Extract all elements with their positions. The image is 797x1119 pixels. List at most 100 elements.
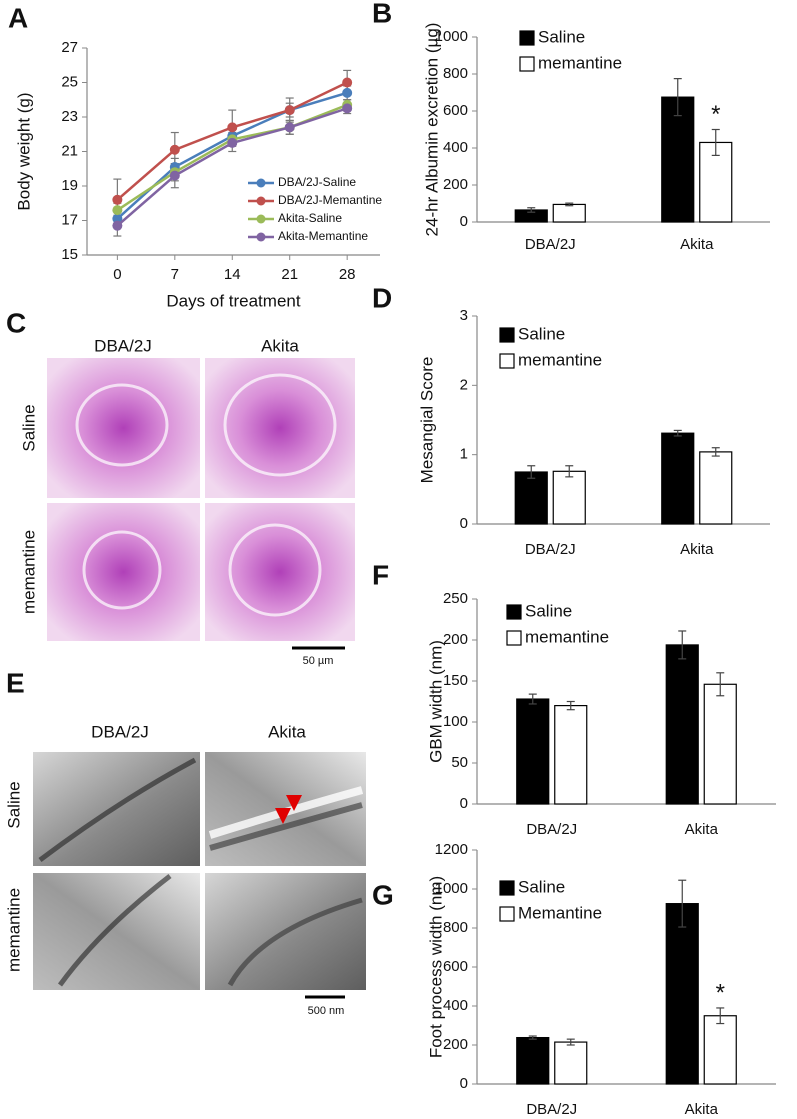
legend-swatch	[506, 630, 522, 646]
bar	[661, 432, 695, 525]
panel-letter: E	[6, 667, 25, 698]
y-tick-label: 800	[443, 65, 468, 82]
panel-letter: A	[8, 2, 28, 33]
x-tick-label: DBA/2J	[526, 821, 577, 838]
point	[342, 77, 353, 88]
y-tick-label: 250	[443, 590, 468, 607]
y-tick-label: 2	[460, 376, 468, 393]
x-tick-label: Akita	[680, 236, 714, 253]
x-tick-label: 14	[224, 266, 241, 283]
error-bar	[673, 429, 682, 437]
error-bar	[566, 1038, 575, 1046]
legend-label: Saline	[538, 27, 585, 46]
bar	[661, 96, 695, 223]
y-tick-label: 0	[460, 795, 468, 812]
error-bar	[716, 672, 725, 697]
bar	[516, 1036, 550, 1085]
y-axis-title: GBM width (nm)	[426, 640, 445, 763]
x-axis-title: Days of treatment	[166, 291, 300, 310]
bar	[699, 451, 733, 525]
em-image	[33, 873, 200, 990]
scale-bar-label: 50 µm	[303, 655, 334, 667]
y-axis-title: Mesangial Score	[417, 357, 436, 484]
error-bar	[566, 700, 575, 711]
point	[112, 213, 123, 224]
bar	[554, 704, 588, 805]
point	[342, 103, 353, 114]
x-tick-label: 7	[171, 266, 179, 283]
legend-marker	[256, 232, 266, 242]
error-bar	[673, 78, 682, 117]
x-tick-label: 21	[281, 266, 298, 283]
y-tick-label: 200	[443, 631, 468, 648]
y-tick-label: 150	[443, 672, 468, 689]
legend-swatch	[499, 353, 515, 369]
y-axis-title: 24-hr Albumin excretion (µg)	[422, 23, 441, 237]
y-tick-label: 600	[443, 958, 468, 975]
x-tick-label: DBA/2J	[525, 236, 576, 253]
y-tick-label: 19	[61, 177, 78, 194]
legend-label: DBA/2J-Memantine	[278, 193, 382, 207]
bar	[703, 1015, 737, 1085]
x-tick-label: DBA/2J	[525, 541, 576, 558]
legend-label: memantine	[518, 350, 602, 369]
x-tick-label: Akita	[685, 821, 719, 838]
legend-label: Saline	[518, 324, 565, 343]
bar	[516, 698, 550, 805]
error-bar	[711, 128, 720, 156]
point	[169, 144, 180, 155]
bar	[554, 1041, 588, 1085]
bar	[665, 903, 699, 1085]
row-label: Saline	[4, 781, 23, 828]
histology-image	[47, 503, 200, 641]
column-label: Akita	[261, 336, 299, 355]
legend-marker	[256, 214, 266, 224]
bar	[552, 203, 586, 223]
legend-marker	[256, 196, 266, 206]
y-tick-label: 200	[443, 176, 468, 193]
y-tick-label: 21	[61, 142, 78, 159]
x-tick-label: Akita	[680, 541, 714, 558]
y-axis-title: Body weight (g)	[14, 92, 33, 210]
error-bar	[565, 465, 574, 478]
y-tick-label: 400	[443, 997, 468, 1014]
panel-letter: D	[372, 282, 392, 313]
bar	[665, 644, 699, 805]
legend-label: memantine	[538, 53, 622, 72]
y-tick-label: 0	[460, 213, 468, 230]
y-tick-label: 17	[61, 211, 78, 228]
bar	[552, 470, 586, 525]
y-axis-title: Foot process width (nm)	[426, 876, 445, 1058]
point	[342, 87, 353, 98]
row-label: memantine	[19, 530, 38, 614]
y-tick-label: 400	[443, 139, 468, 156]
y-tick-label: 100	[443, 713, 468, 730]
y-tick-label: 25	[61, 73, 78, 90]
y-tick-label: 800	[443, 919, 468, 936]
y-tick-label: 0	[460, 515, 468, 532]
error-bar	[528, 693, 537, 705]
histology-image	[47, 358, 200, 498]
bar	[514, 471, 548, 525]
error-bar	[678, 879, 687, 928]
y-tick-label: 15	[61, 246, 78, 263]
significance-mark: *	[711, 101, 720, 128]
y-tick-label: 50	[451, 754, 468, 771]
error-bar	[716, 1007, 725, 1025]
scale-bar-label: 500 nm	[308, 1005, 345, 1017]
histology-image	[205, 358, 355, 498]
column-label: Akita	[268, 722, 306, 741]
point	[227, 137, 238, 148]
legend-label: memantine	[525, 627, 609, 646]
y-tick-label: 3	[460, 307, 468, 324]
y-tick-label: 27	[61, 39, 78, 56]
y-tick-label: 1200	[435, 841, 468, 858]
point	[284, 105, 295, 116]
legend-label: Memantine	[518, 903, 602, 922]
x-tick-label: 0	[113, 266, 121, 283]
y-tick-label: 0	[460, 1075, 468, 1092]
legend-label: DBA/2J-Saline	[278, 175, 356, 189]
point	[112, 220, 123, 231]
column-label: DBA/2J	[94, 336, 152, 355]
legend-label: Akita-Memantine	[278, 229, 368, 243]
